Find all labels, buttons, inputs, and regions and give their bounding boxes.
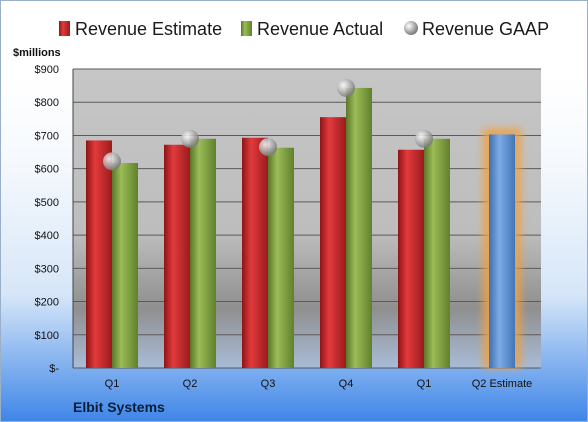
legend-swatch-estimate (59, 21, 70, 36)
y-tick-label: $100 (35, 330, 59, 342)
plot-background (73, 69, 541, 368)
marker-revenue-gaap (259, 138, 277, 157)
y-tick-label: $700 (35, 130, 59, 142)
y-tick-label: $- (49, 363, 59, 375)
bar-revenue-estimate (86, 140, 112, 368)
legend-swatch-gaap (404, 21, 418, 35)
legend-swatch-actual (241, 21, 252, 36)
bar-revenue-estimate (242, 137, 268, 368)
marker-revenue-gaap (103, 152, 121, 171)
bar-revenue-estimate (320, 117, 346, 368)
y-tick-label: $400 (35, 230, 59, 242)
bar-revenue-actual (112, 163, 138, 368)
y-tick-label: $300 (35, 263, 59, 275)
y-tick-label: $500 (35, 197, 59, 209)
x-tick-label: Q2 (183, 378, 198, 390)
x-tick-label: Q2 Estimate (472, 378, 533, 390)
bar-revenue-estimate (164, 144, 190, 368)
x-tick-label: Q3 (261, 378, 276, 390)
bar-revenue-actual (346, 87, 372, 368)
unit-label: $millions (13, 47, 61, 59)
y-tick-label: $600 (35, 164, 59, 176)
company-name: Elbit Systems (73, 399, 165, 415)
bar-revenue-estimate (398, 149, 424, 368)
x-tick-label: Q4 (339, 378, 354, 390)
bar-q2-estimate (489, 134, 515, 368)
x-tick-label: Q1 (105, 378, 120, 390)
y-tick-label: $800 (35, 97, 59, 109)
bar-revenue-actual (268, 147, 294, 368)
x-tick-label: Q1 (417, 378, 432, 390)
legend-label-actual: Revenue Actual (257, 19, 383, 39)
marker-revenue-gaap (181, 129, 199, 148)
marker-revenue-gaap (337, 78, 355, 97)
legend: Revenue Estimate Revenue Actual Revenue … (59, 19, 549, 39)
legend-label-gaap: Revenue GAAP (422, 19, 549, 39)
plot-area: $- $100 $200 $300 $400 $500 $600 $700 $800 $900 Q1… (35, 64, 541, 390)
bar-revenue-actual (424, 138, 450, 368)
y-tick-label: $900 (35, 64, 59, 76)
marker-revenue-gaap (415, 129, 433, 148)
bar-revenue-actual (190, 138, 216, 368)
y-tick-label: $200 (35, 297, 59, 309)
legend-label-estimate: Revenue Estimate (75, 19, 222, 39)
